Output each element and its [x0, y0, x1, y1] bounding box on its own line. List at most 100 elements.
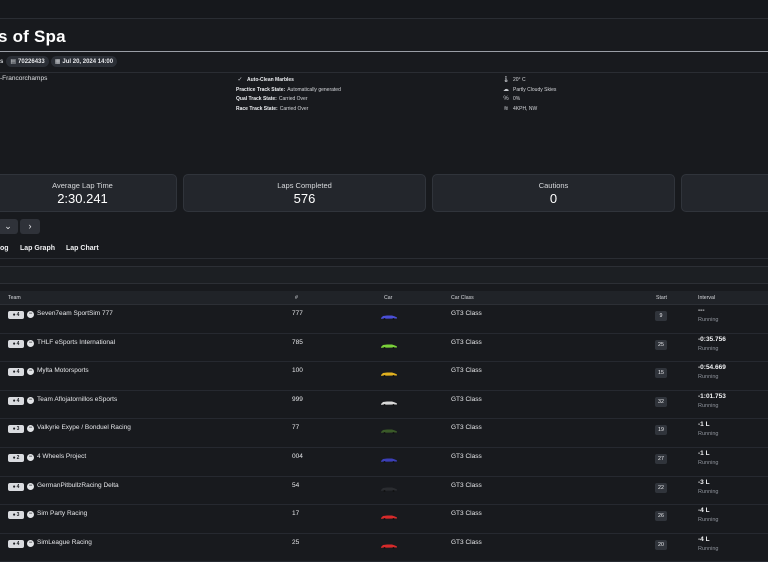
qual-state-row: Qual Track State: Carried Over	[236, 95, 341, 105]
header-car-class[interactable]: Car Class	[451, 295, 474, 301]
driver-count: 4	[16, 340, 20, 347]
driver-count-badge: ● 4	[8, 339, 24, 348]
team-name[interactable]: Seven7eam SportSim 777	[37, 310, 113, 317]
team-name[interactable]: 4 Wheels Project	[37, 452, 87, 460]
car-number: 004	[292, 452, 303, 460]
car-class: GT3 Class	[451, 481, 482, 489]
car-class: GT3 Class	[451, 538, 482, 546]
collapse-icon[interactable]: −	[27, 453, 34, 461]
start-position: 20	[655, 539, 667, 550]
driver-count-badge: ● 2	[8, 453, 24, 462]
driver-count: 3	[16, 426, 20, 433]
car-thumbnail-icon	[381, 372, 397, 378]
header-interval[interactable]: Interval	[698, 295, 716, 301]
results-table-body: ● 4− Seven7eam SportSim 777 777 GT3 Class 9 --…	[0, 305, 768, 562]
meta-truncated-text: s	[0, 58, 4, 65]
status-text: Running	[698, 431, 719, 438]
team-name[interactable]: THLF eSports International	[37, 338, 116, 346]
team-name[interactable]: GermanPitbullzRacing Delta	[37, 481, 119, 489]
interval-value: -1 L	[698, 421, 710, 429]
stat-label: Laps Completed	[277, 181, 332, 190]
filter-bar[interactable]	[0, 266, 768, 284]
driver-count-badge: ● 4	[8, 396, 24, 405]
driver-count: 4	[16, 397, 20, 404]
user-icon: ●	[12, 369, 16, 376]
user-icon: ●	[12, 512, 16, 519]
table-row[interactable]: ● 4− THLF eSports International 785 GT3 Clas…	[0, 334, 768, 363]
car-thumbnail-icon	[381, 315, 397, 320]
header-number[interactable]: #	[295, 295, 298, 301]
track-conditions: ✓ Auto-Clean Marbles Practice Track Stat…	[236, 76, 341, 114]
team-name[interactable]: Sim Party Racing	[37, 510, 88, 518]
collapse-icon[interactable]: −	[27, 396, 34, 404]
collapse-icon[interactable]: −	[27, 339, 34, 347]
table-row[interactable]: ● 3− Valkyrie Exype / Bonduel Racing 77 GT3 …	[0, 419, 768, 448]
driver-count: 2	[16, 454, 20, 461]
table-row[interactable]: ● 4− SimLeague Racing 25 GT3 Class 20 -4 L Runn…	[0, 534, 768, 562]
driver-count: 4	[16, 540, 20, 547]
collapse-icon[interactable]: −	[27, 539, 34, 547]
wind-value: 4KPH, NW	[513, 105, 538, 112]
interval-value: -0:54.669	[698, 364, 726, 372]
race-state-value: Carried Over	[279, 105, 309, 112]
start-position: 22	[655, 482, 667, 493]
qual-state-value: Carried Over	[278, 96, 308, 102]
car-class: GT3 Class	[451, 510, 482, 518]
stat-value: 2:30.241	[57, 191, 108, 206]
status-text: Running	[698, 459, 719, 466]
collapse-icon[interactable]: −	[27, 511, 34, 519]
header-start[interactable]: Start	[656, 295, 667, 301]
collapse-icon[interactable]: −	[27, 311, 34, 318]
car-number: 999	[292, 395, 303, 403]
wind-icon: ≋	[503, 105, 509, 112]
car-class: GT3 Class	[451, 424, 482, 432]
table-row[interactable]: ● 4− Team Aflojatornillos eSports 999 GT3 Cl…	[0, 391, 768, 420]
info-divider	[0, 72, 768, 73]
user-icon: ●	[12, 397, 16, 404]
start-position: 32	[655, 396, 667, 407]
status-text: Running	[698, 317, 719, 323]
team-name[interactable]: Mylta Motorsports	[37, 367, 89, 375]
status-text: Running	[698, 488, 719, 495]
car-thumbnail-icon	[381, 487, 397, 492]
team-name[interactable]: Team Aflojatornillos eSports	[37, 395, 118, 403]
collapse-icon[interactable]: −	[27, 368, 34, 376]
driver-count: 4	[16, 369, 20, 376]
event-meta: s ▤ 70226433 ▦ Jul 20, 2024 14:00	[0, 56, 119, 67]
driver-count-badge: ● 3	[8, 511, 24, 520]
chevron-down-icon[interactable]: ⌄	[0, 219, 18, 234]
car-class: GT3 Class	[451, 452, 482, 460]
user-icon: ●	[12, 312, 16, 318]
status-text: Running	[698, 545, 719, 552]
header-team[interactable]: Team	[8, 295, 21, 301]
driver-count-badge: ● 4	[8, 539, 24, 548]
stat-label: Average Lap Time	[52, 181, 113, 190]
check-icon: ✓	[237, 77, 243, 83]
collapse-icon[interactable]: −	[27, 425, 34, 433]
start-position: 19	[655, 425, 667, 436]
practice-state-value: Automatically generated	[287, 86, 341, 93]
chevron-right-icon[interactable]: ›	[20, 219, 40, 234]
team-name[interactable]: Valkyrie Exype / Bonduel Racing	[37, 424, 131, 432]
status-text: Running	[698, 517, 719, 524]
driver-count-badge: ● 4	[8, 311, 24, 319]
start-position: 25	[655, 339, 667, 350]
user-icon: ●	[12, 483, 16, 490]
team-name[interactable]: SimLeague Racing	[37, 538, 92, 546]
header-car[interactable]: Car	[384, 295, 393, 301]
status-text: Running	[698, 345, 719, 352]
table-row[interactable]: ● 4− Seven7eam SportSim 777 777 GT3 Class 9 --…	[0, 305, 768, 334]
top-nav-bar	[0, 0, 768, 19]
table-row[interactable]: ● 4− GermanPitbullzRacing Delta 54 GT3 Class…	[0, 477, 768, 506]
table-row[interactable]: ● 2−4 Wheels Project 004 GT3 Class 27 -1 L Run…	[0, 448, 768, 477]
auto-clean-label: Auto-Clean Marbles	[247, 77, 294, 83]
start-position: 26	[655, 511, 667, 522]
tab-lap-log[interactable]: og	[0, 245, 9, 252]
collapse-icon[interactable]: −	[27, 482, 34, 490]
table-row[interactable]: ● 3− Sim Party Racing 17 GT3 Class 26 -4 L Runn…	[0, 505, 768, 534]
percent-icon: %	[503, 96, 509, 102]
tab-lap-chart[interactable]: Lap Chart	[66, 245, 99, 252]
table-row[interactable]: ● 4− Mylta Motorsports 100 GT3 Class 15 -0:54.…	[0, 362, 768, 391]
tab-lap-graph[interactable]: Lap Graph	[20, 245, 56, 252]
car-thumbnail-icon	[381, 429, 397, 435]
